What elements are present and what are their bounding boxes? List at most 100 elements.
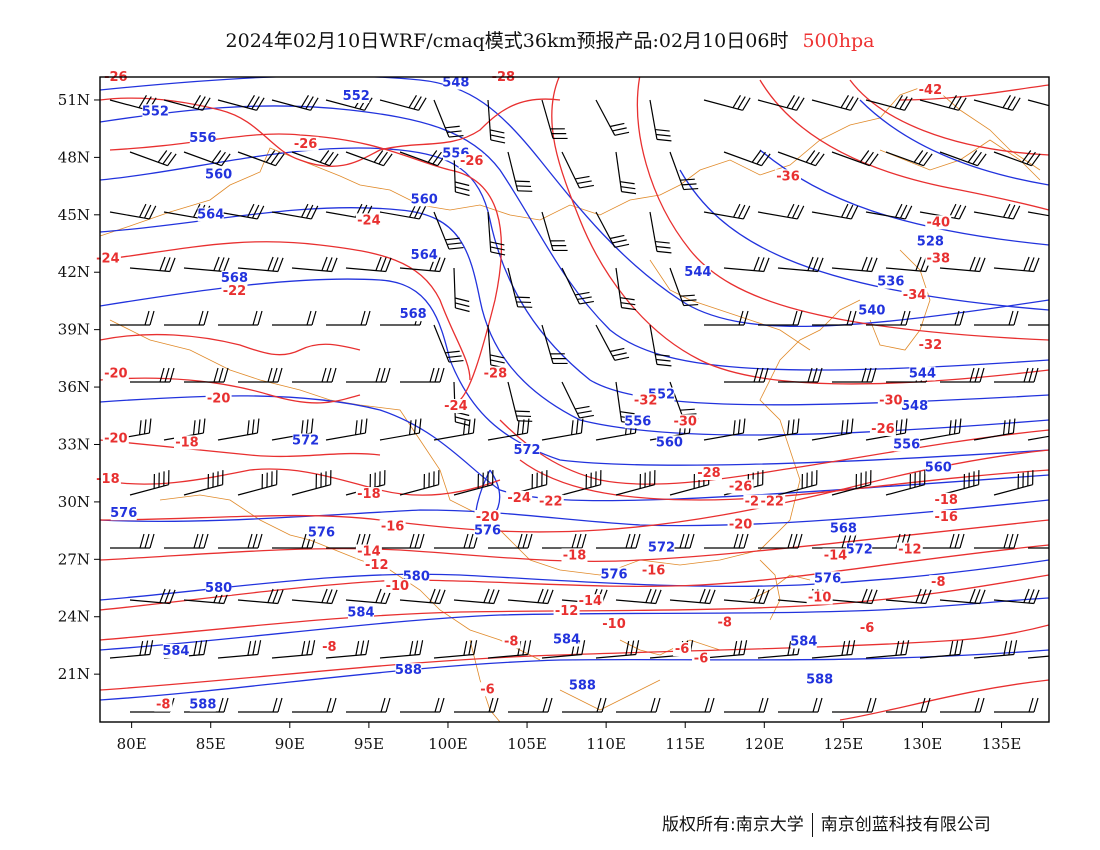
- temperature-contour-label: -22: [539, 495, 563, 510]
- wind-barb: [237, 150, 285, 167]
- wind-barb: [129, 256, 176, 273]
- height-contour-label: 576: [474, 523, 501, 538]
- wind-barb: [109, 203, 157, 220]
- height-contour-label: 568: [221, 271, 248, 286]
- temperature-contour-label-bg: [858, 621, 877, 636]
- wind-barb: [615, 470, 656, 496]
- height-contour-label-bg: [814, 571, 841, 586]
- wind-barb: [184, 697, 229, 713]
- wind-barb: [561, 470, 602, 496]
- temperature-contour-line: [839, 679, 1049, 721]
- height-contour-label-bg: [830, 521, 857, 536]
- height-contour-line: [859, 99, 1049, 186]
- height-contour-label-bg: [411, 247, 438, 262]
- temperature-contour-label: -20: [104, 366, 128, 381]
- height-contour-label: 560: [656, 435, 683, 450]
- wind-barb: [758, 310, 803, 326]
- height-contour-label: 540: [858, 303, 885, 318]
- height-contour-label-bg: [221, 270, 248, 285]
- wind-barb: [218, 310, 263, 326]
- footer: 版权所有:南京大学 南京创蓝科技有限公司: [662, 810, 991, 837]
- temperature-contour-label-bg: [102, 431, 129, 446]
- height-contour-label-bg: [442, 75, 469, 90]
- temperature-contour-line: [100, 333, 361, 356]
- wind-barb: [811, 640, 856, 659]
- height-contour-label-bg: [925, 460, 952, 475]
- wind-barb: [974, 310, 1019, 326]
- temperature-contour-label-bg: [102, 366, 129, 381]
- temperature-contour-label: -16: [642, 564, 666, 579]
- temperature-contour-label-bg: [577, 594, 604, 609]
- height-contour-label: 572: [846, 543, 873, 558]
- temperature-contour-label-bg: [759, 494, 786, 509]
- wind-barb: [811, 418, 854, 441]
- wind-barb: [110, 533, 155, 549]
- height-contour-label: 552: [142, 104, 169, 119]
- wind-barb: [723, 150, 771, 167]
- height-contour-label-bg: [189, 697, 216, 712]
- wind-barb: [885, 150, 933, 167]
- wind-barb: [831, 470, 872, 496]
- temperature-contour-label: -10: [808, 590, 832, 605]
- height-contour-label: 576: [308, 525, 335, 540]
- temperature-contour-label-bg: [205, 391, 232, 406]
- temperature-contour-label-bg: [917, 83, 944, 98]
- height-contour-label: 588: [569, 678, 596, 693]
- country-borders: [100, 83, 1041, 722]
- wind-barb: [670, 697, 715, 713]
- wind-barb: [345, 256, 392, 273]
- temperature-contour-label: -16: [934, 510, 958, 525]
- wind-barb: [400, 697, 445, 713]
- wind-barb: [724, 367, 769, 383]
- lon-tick-label: 105E: [507, 735, 547, 753]
- lat-tick-label: 21N: [58, 665, 90, 683]
- lon-tick-label: 90E: [275, 735, 305, 753]
- temperature-contour-label-bg: [806, 590, 833, 605]
- wind-barb: [723, 588, 770, 605]
- temperature-contour-label-bg: [173, 435, 200, 450]
- wind-barb: [184, 367, 229, 383]
- wind-barb: [669, 588, 716, 605]
- wind-barb: [595, 99, 630, 136]
- lat-tick-label: 42N: [58, 263, 90, 281]
- wind-barb: [183, 470, 224, 496]
- height-contour-label: 560: [925, 460, 952, 475]
- wind-barb: [453, 588, 500, 605]
- temperature-contour-label-bg: [727, 517, 754, 532]
- wind-barb: [271, 203, 319, 220]
- wind-barb: [703, 418, 746, 441]
- wind-barb: [1027, 99, 1049, 111]
- wind-barb: [885, 256, 932, 273]
- wind-barb: [703, 640, 748, 659]
- temperature-contour-label-bg: [384, 578, 411, 593]
- wind-barb: [939, 150, 987, 167]
- temperature-contour-label: -14: [357, 544, 381, 559]
- height-contour-label: 572: [292, 433, 319, 448]
- wind-barb: [562, 697, 607, 713]
- wind-barb: [379, 203, 427, 220]
- temperature-contour-label: -20: [729, 518, 753, 533]
- wind-barb: [703, 94, 751, 111]
- wind-barb: [217, 640, 262, 659]
- temperature-contour-label: -8: [156, 698, 170, 713]
- wind-barb: [271, 640, 316, 659]
- temperature-contour-label: -8: [322, 640, 336, 655]
- temperature-contour-line: [499, 419, 1049, 485]
- wind-barb: [831, 256, 878, 273]
- temperature-contour-line: [100, 97, 561, 167]
- wind-barbs: [109, 94, 1049, 713]
- wind-barb: [561, 151, 594, 189]
- height-contour-label-bg: [110, 506, 137, 521]
- lat-tick-label: 30N: [58, 493, 90, 511]
- wind-barb: [940, 367, 985, 383]
- temperature-contour-label-bg: [482, 366, 509, 381]
- wind-barb: [379, 418, 422, 441]
- wind-barb: [541, 324, 568, 365]
- temperature-contour-label: -18: [934, 493, 958, 508]
- wind-barb: [561, 381, 594, 419]
- height-contour-label-bg: [292, 433, 319, 448]
- temperature-contour-line: [100, 519, 1049, 563]
- temperature-contour-label-bg: [695, 466, 722, 481]
- temperature-contour-label: -20: [207, 391, 231, 406]
- height-contour-label: 584: [790, 634, 817, 649]
